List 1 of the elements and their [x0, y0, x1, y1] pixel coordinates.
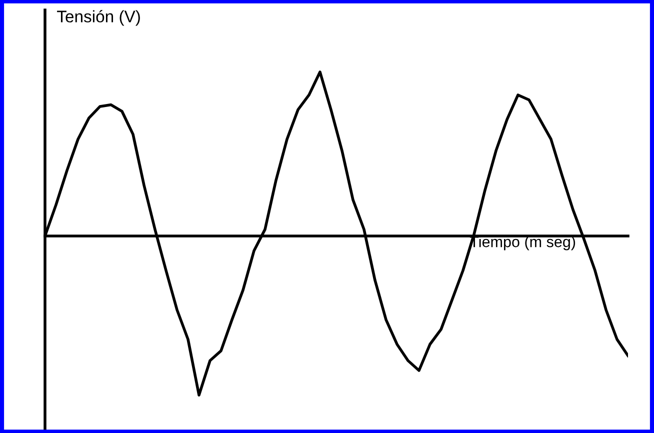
y-axis-title: Tensión (V) — [57, 10, 140, 26]
